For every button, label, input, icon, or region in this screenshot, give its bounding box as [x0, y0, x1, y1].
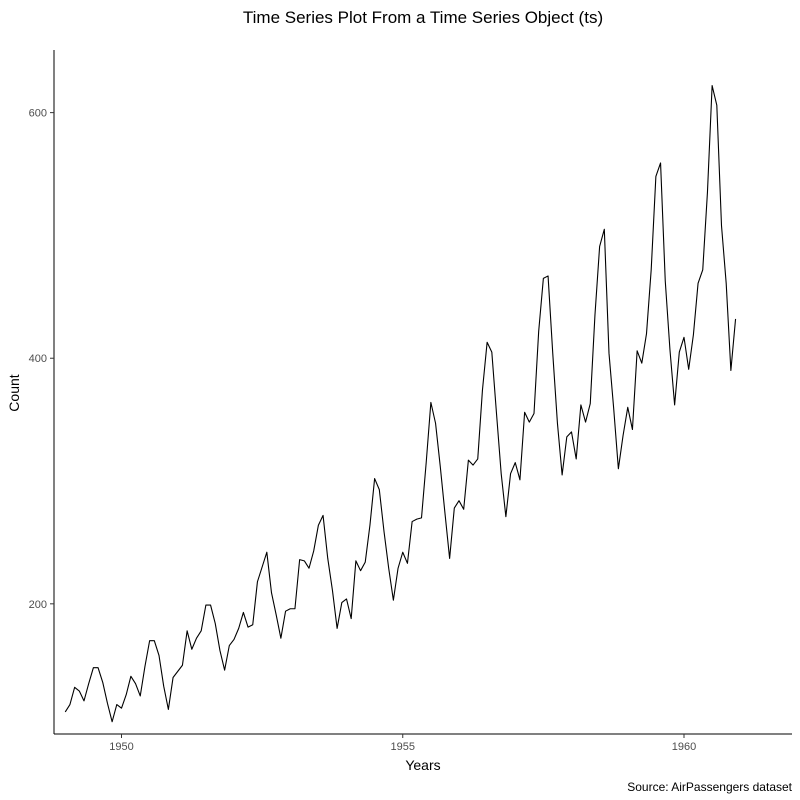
chart-caption: Source: AirPassengers dataset — [627, 780, 792, 794]
x-tick-label: 1955 — [391, 741, 415, 753]
y-tick-label: 600 — [29, 108, 47, 120]
y-tick-label: 400 — [29, 353, 47, 365]
x-tick-label: 1960 — [672, 741, 696, 753]
x-tick-label: 1950 — [109, 741, 133, 753]
x-axis-ticks: 1950 1955 1960 — [109, 734, 696, 753]
chart-title: Time Series Plot From a Time Series Obje… — [243, 8, 603, 27]
series-line — [64, 85, 737, 723]
y-axis-title: Count — [6, 374, 22, 411]
y-axis-ticks: 200 400 600 — [29, 108, 54, 611]
x-axis-title: Years — [405, 757, 440, 773]
plot-area — [64, 85, 737, 723]
y-tick-label: 200 — [29, 599, 47, 611]
